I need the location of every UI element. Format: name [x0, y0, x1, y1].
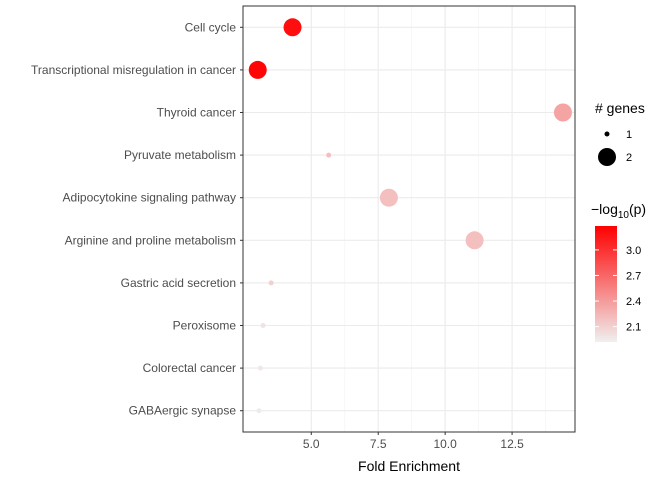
data-points	[248, 18, 572, 414]
color-legend-title: −log10(p)	[591, 201, 646, 221]
size-legend-title: # genes	[595, 100, 645, 116]
size-legend-key	[604, 131, 610, 137]
color-legend-title-subscript: 10	[618, 210, 630, 221]
x-axis-ticks: 5.0 7.5 10.0 12.5	[303, 432, 524, 451]
color-legend-ticks: 3.0 2.7 2.4 2.1	[595, 245, 641, 334]
x-tick-label: 10.0	[433, 437, 457, 451]
plot-panel-border	[242, 5, 576, 433]
color-legend-bar	[595, 226, 617, 342]
color-legend-tick-label: 2.1	[626, 322, 641, 334]
y-tick-label: GABAergic synapse	[129, 404, 237, 418]
x-axis-title: Fold Enrichment	[358, 458, 460, 474]
data-point	[326, 152, 332, 158]
color-legend-tick-label: 2.4	[626, 296, 641, 308]
data-point	[283, 18, 302, 37]
color-legend: −log10(p) 3.0 2.7 2.4 2.1	[591, 201, 646, 342]
data-point	[268, 280, 274, 286]
size-legend-label: 1	[626, 129, 632, 141]
data-point	[257, 365, 263, 371]
data-point	[256, 408, 262, 414]
y-tick-label: Colorectal cancer	[143, 361, 236, 375]
data-point	[379, 188, 398, 207]
plot-panel-background	[243, 6, 575, 432]
size-legend-keys: 12	[598, 129, 632, 166]
y-tick-label: Pyruvate metabolism	[124, 148, 236, 162]
y-tick-label: Cell cycle	[185, 20, 237, 34]
y-tick-label: Gastric acid secretion	[121, 276, 236, 290]
size-legend-key	[598, 148, 616, 166]
y-tick-label: Adipocytokine signaling pathway	[63, 191, 236, 205]
data-point	[465, 231, 484, 250]
y-tick-label: Thyroid cancer	[157, 106, 236, 120]
x-tick-label: 7.5	[370, 437, 387, 451]
size-legend-label: 2	[626, 152, 632, 164]
x-tick-label: 12.5	[500, 437, 524, 451]
y-tick-label: Arginine and proline metabolism	[65, 233, 236, 247]
color-legend-tick-label: 3.0	[626, 245, 641, 257]
y-tick-label: Peroxisome	[173, 319, 237, 333]
color-legend-title-suffix: (p)	[629, 201, 646, 217]
x-tick-label: 5.0	[303, 437, 320, 451]
size-legend: # genes 12	[595, 100, 645, 166]
data-point	[260, 323, 266, 328]
color-legend-tick-label: 2.7	[626, 270, 641, 282]
data-point	[553, 103, 572, 122]
data-point	[248, 60, 267, 79]
y-tick-label: Transcriptional misregulation in cancer	[31, 63, 236, 77]
color-legend-title-prefix: −log	[591, 201, 618, 217]
y-axis-tick-labels: Cell cycle Transcriptional misregulation …	[31, 20, 243, 418]
